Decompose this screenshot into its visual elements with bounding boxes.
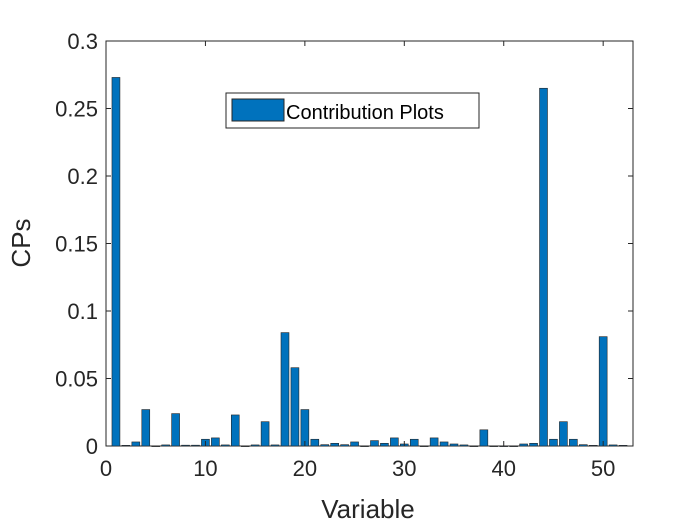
bar-40	[499, 445, 509, 447]
legend-entry-label: Contribution Plots	[286, 102, 444, 124]
bar-32	[419, 445, 429, 447]
bar-13	[230, 414, 240, 447]
y-tick-label: 0.25	[55, 97, 98, 122]
legend-swatch	[231, 98, 285, 122]
bar-29	[390, 437, 399, 447]
y-axis-title: CPs	[6, 218, 36, 267]
bar-38	[479, 429, 489, 447]
bar-39	[489, 445, 499, 447]
bar-25	[350, 441, 359, 447]
bar-31	[409, 438, 419, 447]
bar-46	[559, 421, 568, 447]
bar-47	[569, 438, 578, 447]
bar-4	[141, 409, 151, 447]
bar-41	[509, 445, 518, 447]
bar-26	[360, 445, 369, 447]
bar-20	[300, 409, 310, 447]
bar-16	[260, 421, 270, 447]
bar-15	[250, 444, 260, 447]
bar-19	[290, 367, 300, 447]
bar-23	[330, 442, 339, 447]
bar-44	[539, 87, 548, 447]
bar-22	[320, 444, 330, 447]
x-tick-label: 40	[491, 456, 515, 481]
bar-7	[171, 413, 180, 447]
bar-5	[151, 445, 160, 447]
bar-8	[181, 444, 190, 447]
bar-51	[608, 444, 618, 447]
ticks-layer: 0 10 20 30 40 50 0 0.05 0.1 0.15 0.2 0.25 0.3	[55, 29, 633, 481]
x-tick-label: 0	[100, 456, 112, 481]
bar-21	[310, 438, 320, 447]
x-tick-label: 10	[193, 456, 217, 481]
bar-12	[221, 444, 230, 447]
bar-2	[121, 445, 131, 447]
x-tick-label: 30	[392, 456, 416, 481]
bar-33	[429, 437, 439, 447]
bar-35	[449, 443, 459, 447]
bar-24	[340, 444, 349, 447]
bar-43	[529, 442, 538, 447]
bar-50	[598, 336, 608, 447]
x-tick-label: 20	[293, 456, 317, 481]
bar-49	[588, 445, 598, 447]
bar-42	[519, 443, 528, 447]
y-tick-label: 0	[86, 434, 98, 459]
bar-1	[111, 77, 121, 447]
x-axis-title: Variable	[321, 494, 414, 524]
legend: Contribution Plots	[225, 92, 480, 129]
bar-14	[240, 445, 250, 447]
bar-34	[439, 441, 449, 447]
bar-3	[131, 441, 141, 447]
bar-48	[579, 444, 588, 447]
bar-27	[370, 440, 379, 447]
y-tick-label: 0.3	[67, 29, 98, 54]
x-tick-label: 50	[591, 456, 615, 481]
bar-45	[549, 438, 558, 447]
y-tick-label: 0.1	[67, 299, 98, 324]
bar-9	[191, 444, 200, 447]
bar-36	[459, 444, 469, 447]
bar-28	[380, 442, 389, 447]
y-tick-label: 0.2	[67, 164, 98, 189]
bar-52	[618, 445, 628, 447]
bar-37	[469, 445, 479, 447]
bar-11	[211, 437, 220, 447]
y-tick-label: 0.15	[55, 232, 98, 257]
y-tick-label: 0.05	[55, 367, 98, 392]
bars-layer	[111, 77, 628, 447]
bar-17	[270, 444, 280, 447]
bar-6	[161, 444, 170, 447]
bar-18	[280, 332, 290, 447]
